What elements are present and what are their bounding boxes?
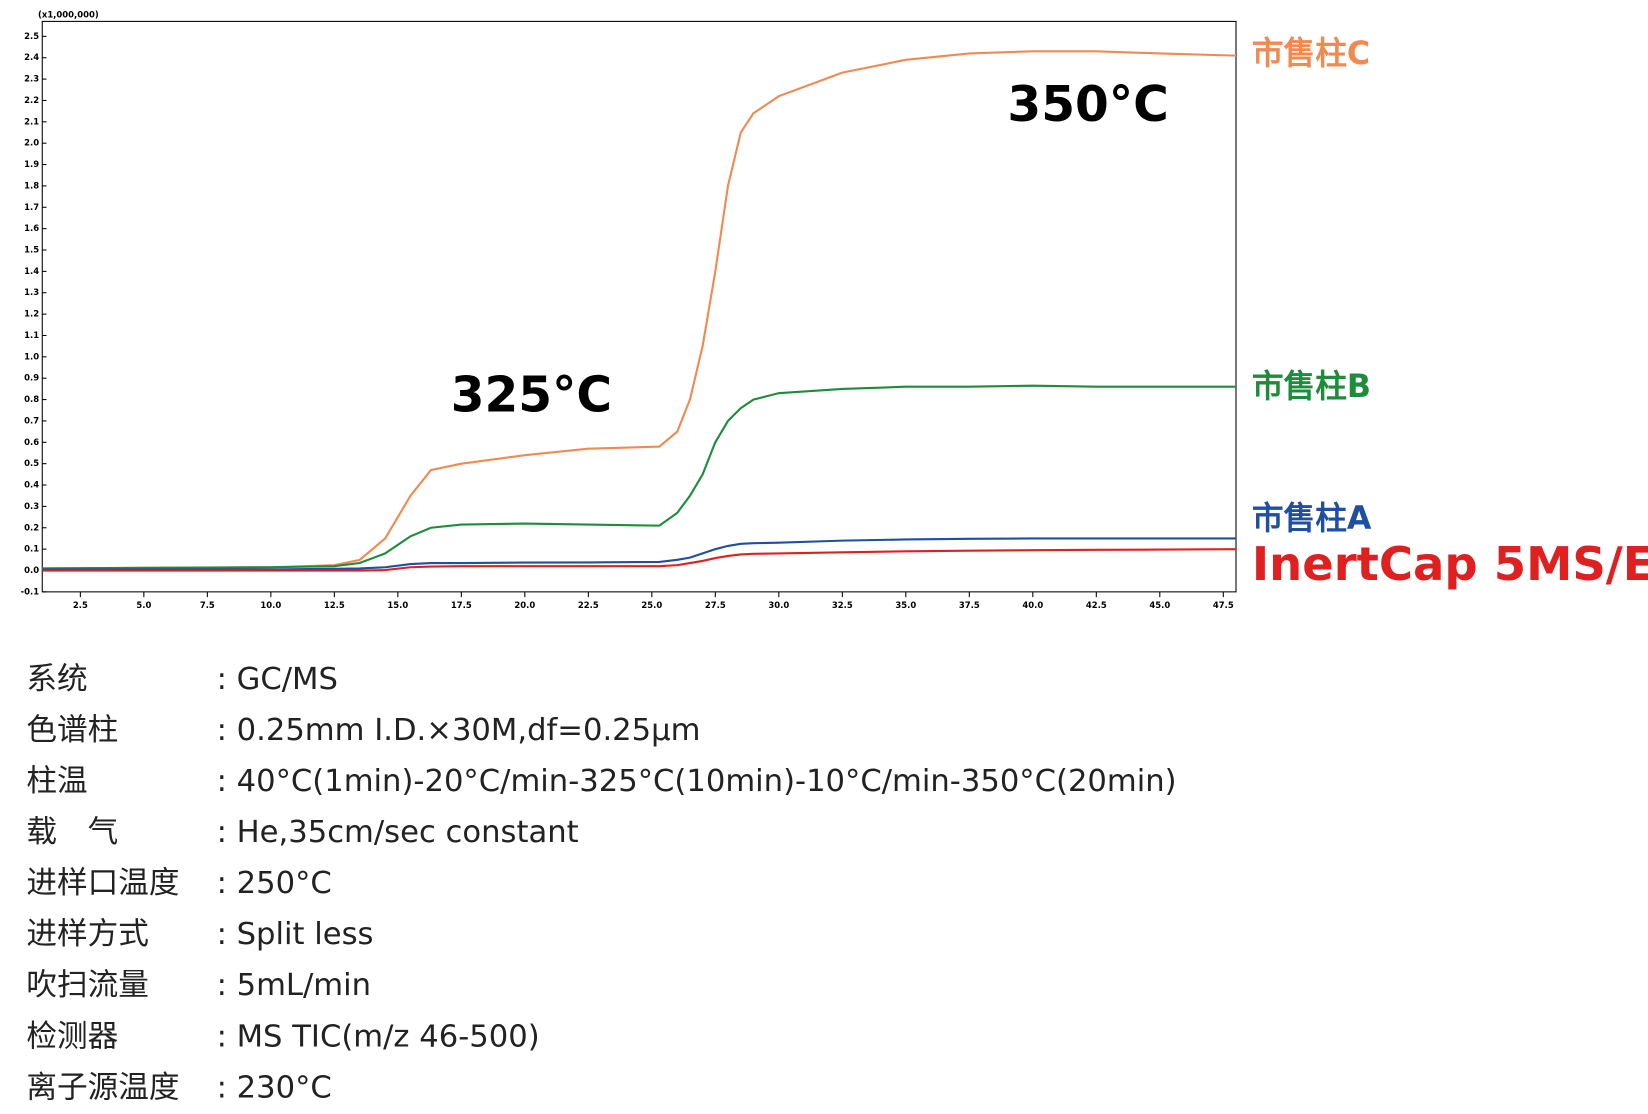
y-tick-label: 1.2 [24, 309, 39, 319]
y-unit-label: (x1,000,000) [38, 10, 99, 20]
x-tick-label: 7.5 [200, 600, 215, 610]
y-tick-label: 1.1 [24, 330, 39, 340]
x-tick-label: 40.0 [1022, 600, 1043, 610]
series-line [42, 548, 1237, 572]
y-tick-label: 1.8 [24, 180, 39, 190]
plot-frame [41, 20, 1237, 593]
series-label: 市售柱B [1252, 368, 1371, 405]
condition-label: 进样方式 [26, 917, 149, 952]
y-tick-label: 0.9 [24, 373, 39, 383]
x-tick-label: 35.0 [895, 600, 916, 610]
condition-value: : 40°C(1min)-20°C/min-325°C(10min)-10°C/… [217, 764, 1177, 799]
y-tick-label: 1.5 [24, 245, 39, 255]
y-tick-label: 1.3 [24, 287, 39, 297]
x-tick-label: 27.5 [705, 600, 726, 610]
y-tick-label: 0.4 [24, 480, 39, 490]
series-label: InertCap 5MS/EX [1252, 537, 1648, 591]
x-tick-label: 10.0 [260, 600, 281, 610]
y-tick-label: 0.1 [24, 544, 39, 554]
condition-value: : 5mL/min [217, 968, 372, 1003]
condition-label: 离子源温度 [26, 1070, 179, 1105]
y-tick-label: 0.0 [24, 565, 39, 575]
x-tick-label: 2.5 [73, 600, 88, 610]
series-label: 市售柱A [1252, 500, 1372, 537]
condition-value: : 0.25mm I.D.×30M,df=0.25µm [217, 713, 701, 748]
annotation: 325°C [451, 368, 612, 424]
condition-label: 柱温 [26, 764, 87, 799]
y-tick-label: 1.6 [24, 223, 39, 233]
x-tick-label: 20.0 [514, 600, 535, 610]
condition-label: 检测器 [26, 1019, 118, 1054]
series-line [42, 537, 1236, 571]
y-tick-label: 0.8 [24, 394, 39, 404]
x-tick-label: 17.5 [451, 600, 472, 610]
condition-label: 载 气 [26, 815, 118, 850]
y-tick-label: 0.2 [24, 522, 39, 532]
x-tick-label: 30.0 [768, 600, 789, 610]
y-tick-label: 2.0 [24, 138, 39, 148]
y-tick-label: -0.1 [21, 586, 40, 596]
y-tick-label: 0.5 [24, 458, 39, 468]
condition-value: : Split less [217, 917, 374, 952]
y-tick-label: 2.4 [24, 52, 39, 62]
y-tick-label: 2.1 [24, 116, 39, 126]
y-tick-label: 1.7 [24, 202, 39, 212]
condition-value: : He,35cm/sec constant [217, 815, 579, 850]
y-tick-label: 0.3 [24, 501, 39, 511]
condition-value: : GC/MS [217, 662, 338, 697]
x-tick-label: 5.0 [136, 600, 151, 610]
x-tick-label: 45.0 [1149, 600, 1170, 610]
x-tick-label: 37.5 [959, 600, 980, 610]
condition-value: : MS TIC(m/z 46-500) [217, 1019, 540, 1054]
x-tick-label: 47.5 [1213, 600, 1234, 610]
x-tick-label: 12.5 [324, 600, 345, 610]
y-tick-label: 1.9 [24, 159, 39, 169]
x-tick-label: 22.5 [578, 600, 599, 610]
y-tick-label: 1.4 [24, 266, 39, 276]
condition-value: : 250°C [217, 866, 332, 901]
series-line [42, 384, 1236, 570]
x-tick-label: 42.5 [1086, 600, 1107, 610]
y-tick-label: 0.6 [24, 437, 39, 447]
y-tick-label: 2.3 [24, 74, 39, 84]
series-label: 市售柱C [1252, 35, 1370, 72]
x-tick-label: 25.0 [641, 600, 662, 610]
y-tick-label: 0.7 [24, 415, 39, 425]
condition-label: 色谱柱 [26, 713, 118, 748]
y-tick-label: 2.5 [24, 31, 39, 41]
condition-label: 系统 [26, 662, 87, 697]
y-tick-label: 1.0 [24, 351, 39, 361]
condition-label: 进样口温度 [26, 866, 179, 901]
annotation: 350°C [1007, 77, 1168, 133]
x-tick-label: 15.0 [387, 600, 408, 610]
x-tick-label: 32.5 [832, 600, 853, 610]
y-tick-label: 2.2 [24, 95, 39, 105]
series-line [42, 50, 1237, 570]
condition-value: : 230°C [217, 1070, 332, 1105]
condition-label: 吹扫流量 [26, 968, 149, 1003]
